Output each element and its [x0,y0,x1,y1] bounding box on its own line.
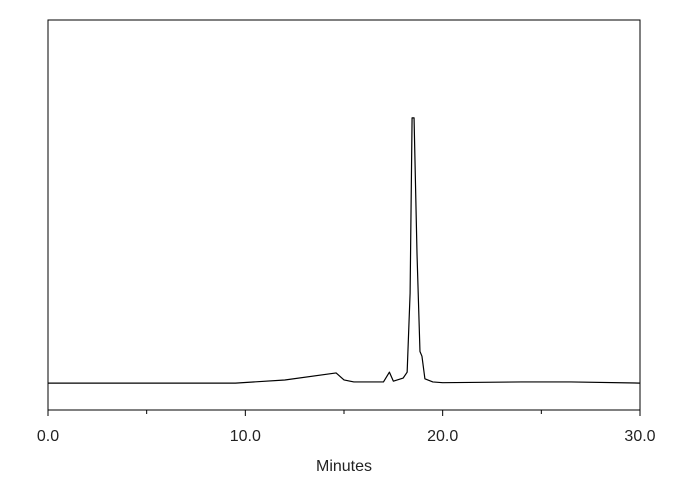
x-tick-label: 20.0 [427,428,458,445]
x-axis-label: Minutes [316,458,372,475]
x-tick-label: 10.0 [230,428,261,445]
plot-frame [47,19,641,411]
x-tick-label: 30.0 [624,428,655,445]
x-tick-label: 0.0 [37,428,59,445]
trace-line [48,117,641,384]
